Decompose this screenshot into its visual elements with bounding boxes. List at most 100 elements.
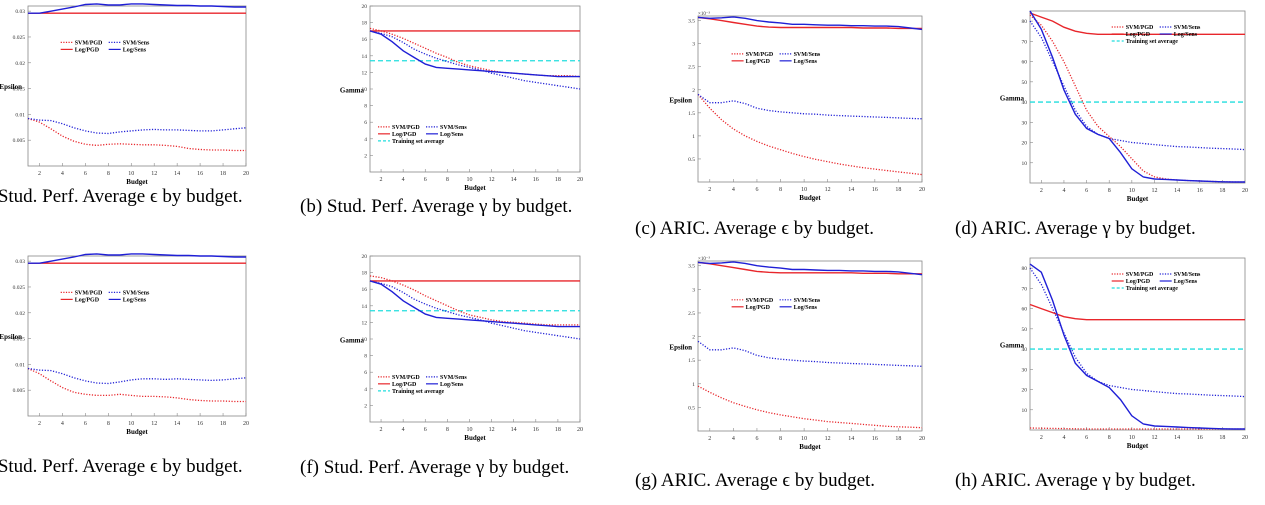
- legend-label-log_sens: Log/Sens: [1174, 279, 1198, 285]
- x-tick-label: 10: [128, 171, 134, 177]
- x-axis-label: Budget: [126, 178, 148, 186]
- y-axis-label: Epsilon: [0, 333, 22, 341]
- x-tick-label: 2: [708, 187, 711, 193]
- chart-panel-c: 2 4 6 8 10 12 14 16 18 20 0.5 1 1.5 2 2.5 3 3.5 ×10⁻³ Budg…: [640, 10, 940, 202]
- x-tick-label: 20: [1242, 188, 1248, 194]
- x-axis-label: Budget: [464, 434, 486, 442]
- y-tick-label: 1.5: [688, 358, 695, 364]
- x-axis-label: Budget: [464, 184, 486, 192]
- y-exponent-label: ×10⁻³: [698, 256, 710, 262]
- chart-svg: 2 4 6 8 10 12 14 16 18 20 2 4 6 8 10 12 14 16 18 20 Budget Ga…: [340, 254, 583, 442]
- y-tick-label: 10: [362, 87, 368, 93]
- caption-text: (f) Stud. Perf. Average γ by budget.: [300, 457, 570, 478]
- plot-area: [369, 255, 581, 423]
- legend: SVM/PGD SVM/Sens Log/PGD Log/Sens: [731, 298, 821, 311]
- y-tick-label: 60: [1022, 60, 1028, 66]
- x-tick-label: 2: [708, 436, 711, 442]
- x-tick-label: 18: [220, 421, 226, 427]
- y-exponent-label: ×10⁻³: [698, 11, 710, 17]
- series-line-svm-sens: [697, 340, 923, 367]
- y-tick-label: 40: [1022, 347, 1028, 353]
- series-line-log-sens: [1029, 263, 1245, 430]
- y-tick-label: 0.03: [15, 9, 25, 15]
- x-axis-label: Budget: [1127, 195, 1149, 203]
- y-tick-label: 0.005: [13, 138, 26, 144]
- y-tick-label: 2: [364, 153, 367, 159]
- y-tick-label: 50: [1022, 80, 1028, 86]
- figure-caption-g: (g) ARIC. Average ϵ by budget.: [635, 470, 945, 492]
- legend-label-svm_sens: SVM/Sens: [794, 298, 821, 304]
- x-tick-label: 8: [107, 171, 110, 177]
- x-tick-label: 18: [895, 436, 901, 442]
- x-tick-label: 2: [38, 171, 41, 177]
- y-tick-label: 1: [692, 134, 695, 140]
- series-line-svm-pgd: [1029, 14, 1245, 183]
- x-tick-label: 6: [84, 171, 87, 177]
- y-tick-label: 8: [364, 104, 367, 110]
- y-tick-label: 0.01: [15, 362, 25, 368]
- y-axis-label: Gamma: [340, 336, 365, 344]
- x-tick-label: 2: [1040, 435, 1043, 441]
- plot-area: [1029, 257, 1246, 431]
- x-tick-label: 20: [243, 171, 249, 177]
- y-tick-label: 2: [364, 403, 367, 409]
- x-tick-label: 8: [107, 421, 110, 427]
- x-axis-label: Budget: [799, 443, 821, 451]
- x-tick-label: 16: [1197, 188, 1203, 194]
- legend-label-svm_pgd: SVM/PGD: [746, 52, 774, 58]
- caption-text: (h) ARIC. Average γ by budget.: [955, 470, 1196, 491]
- y-tick-label: 14: [362, 304, 368, 310]
- legend-label-svm_sens: SVM/Sens: [123, 40, 150, 46]
- y-tick-label: 0.02: [15, 311, 25, 317]
- legend-label-training: Training set average: [392, 389, 445, 395]
- figure-caption-e: (e) Stud. Perf. Average ϵ by budget.: [0, 456, 272, 478]
- y-tick-label: 3.5: [688, 264, 695, 270]
- y-axis-label: Gamma: [1000, 94, 1025, 102]
- series-line-log-pgd: [1029, 303, 1245, 321]
- chart-panel-f: 2 4 6 8 10 12 14 16 18 20 2 4 6 8 10 12 14 16 18 20 Budget Ga…: [300, 250, 590, 442]
- legend-label-log_sens: Log/Sens: [1174, 32, 1198, 38]
- x-axis-label: Budget: [1127, 442, 1149, 450]
- x-tick-label: 10: [801, 187, 807, 193]
- y-tick-label: 3.5: [688, 19, 695, 25]
- caption-text: (e) Stud. Perf. Average ϵ by budget.: [0, 456, 243, 477]
- x-tick-label: 4: [732, 187, 735, 193]
- series-line-log-sens: [28, 253, 246, 264]
- series-line-svm-sens: [27, 117, 247, 135]
- legend-label-log_sens: Log/Sens: [123, 297, 147, 303]
- legend-label-training: Training set average: [392, 139, 445, 145]
- chart-svg: 2 4 6 8 10 12 14 16 18 20 0.005 0.01 0.015 0.02 0.025 0…: [0, 3, 249, 186]
- legend-label-svm_sens: SVM/Sens: [1174, 272, 1201, 278]
- series-line-log-pgd: [1029, 12, 1245, 35]
- x-tick-label: 12: [151, 171, 157, 177]
- x-tick-label: 12: [489, 427, 495, 433]
- x-tick-label: 8: [446, 177, 449, 183]
- x-axis-label: Budget: [799, 194, 821, 202]
- y-tick-label: 2.5: [688, 65, 695, 71]
- chart-svg: 2 4 6 8 10 12 14 16 18 20 2 4 6 8 10 12 14 16 18 20 Budget Ga…: [340, 4, 583, 192]
- x-tick-label: 2: [1040, 188, 1043, 194]
- y-tick-label: 20: [1022, 388, 1028, 394]
- legend-label-log_pgd: Log/PGD: [392, 132, 417, 138]
- y-tick-label: 12: [362, 70, 368, 76]
- x-axis-label: Budget: [126, 428, 148, 436]
- y-tick-label: 80: [1022, 266, 1028, 272]
- y-tick-label: 20: [1022, 141, 1028, 147]
- x-tick-label: 8: [779, 436, 782, 442]
- x-tick-label: 16: [533, 177, 539, 183]
- series-line-svm-pgd: [697, 385, 923, 429]
- legend-label-training: Training set average: [1126, 39, 1179, 45]
- plot-area: [27, 5, 247, 167]
- x-tick-label: 12: [489, 177, 495, 183]
- series-line-svm-sens: [1029, 267, 1246, 398]
- series-line-log-sens: [369, 280, 580, 328]
- chart-svg: 2 4 6 8 10 12 14 16 18 20 10 20 30 40 50 60 70 80 Budget Ga…: [1000, 257, 1248, 450]
- x-tick-label: 18: [555, 177, 561, 183]
- legend-label-svm_pgd: SVM/PGD: [392, 125, 420, 131]
- x-tick-label: 2: [380, 177, 383, 183]
- series-line-svm-pgd: [369, 275, 580, 326]
- y-tick-label: 16: [362, 287, 368, 293]
- y-tick-label: 16: [362, 37, 368, 43]
- chart-svg: 2 4 6 8 10 12 14 16 18 20 0.5 1 1.5 2 2.5 3 3.5×10⁻³ Budg…: [669, 11, 925, 202]
